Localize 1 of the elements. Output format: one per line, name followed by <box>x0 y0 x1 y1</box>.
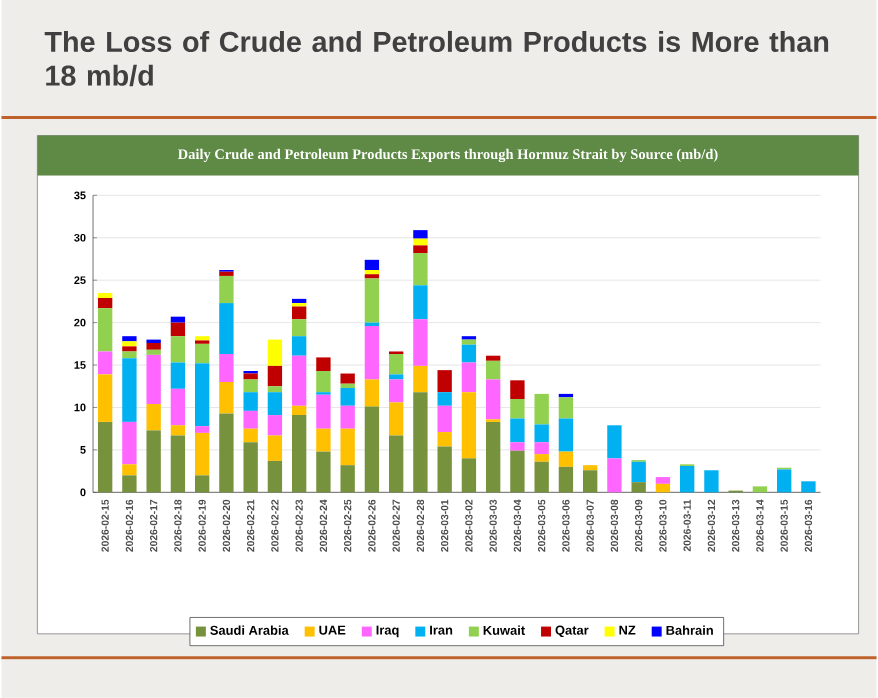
chart-title: The Loss of Crude and Petroleum Products is More than 18 mb/d <box>44 31 829 87</box>
